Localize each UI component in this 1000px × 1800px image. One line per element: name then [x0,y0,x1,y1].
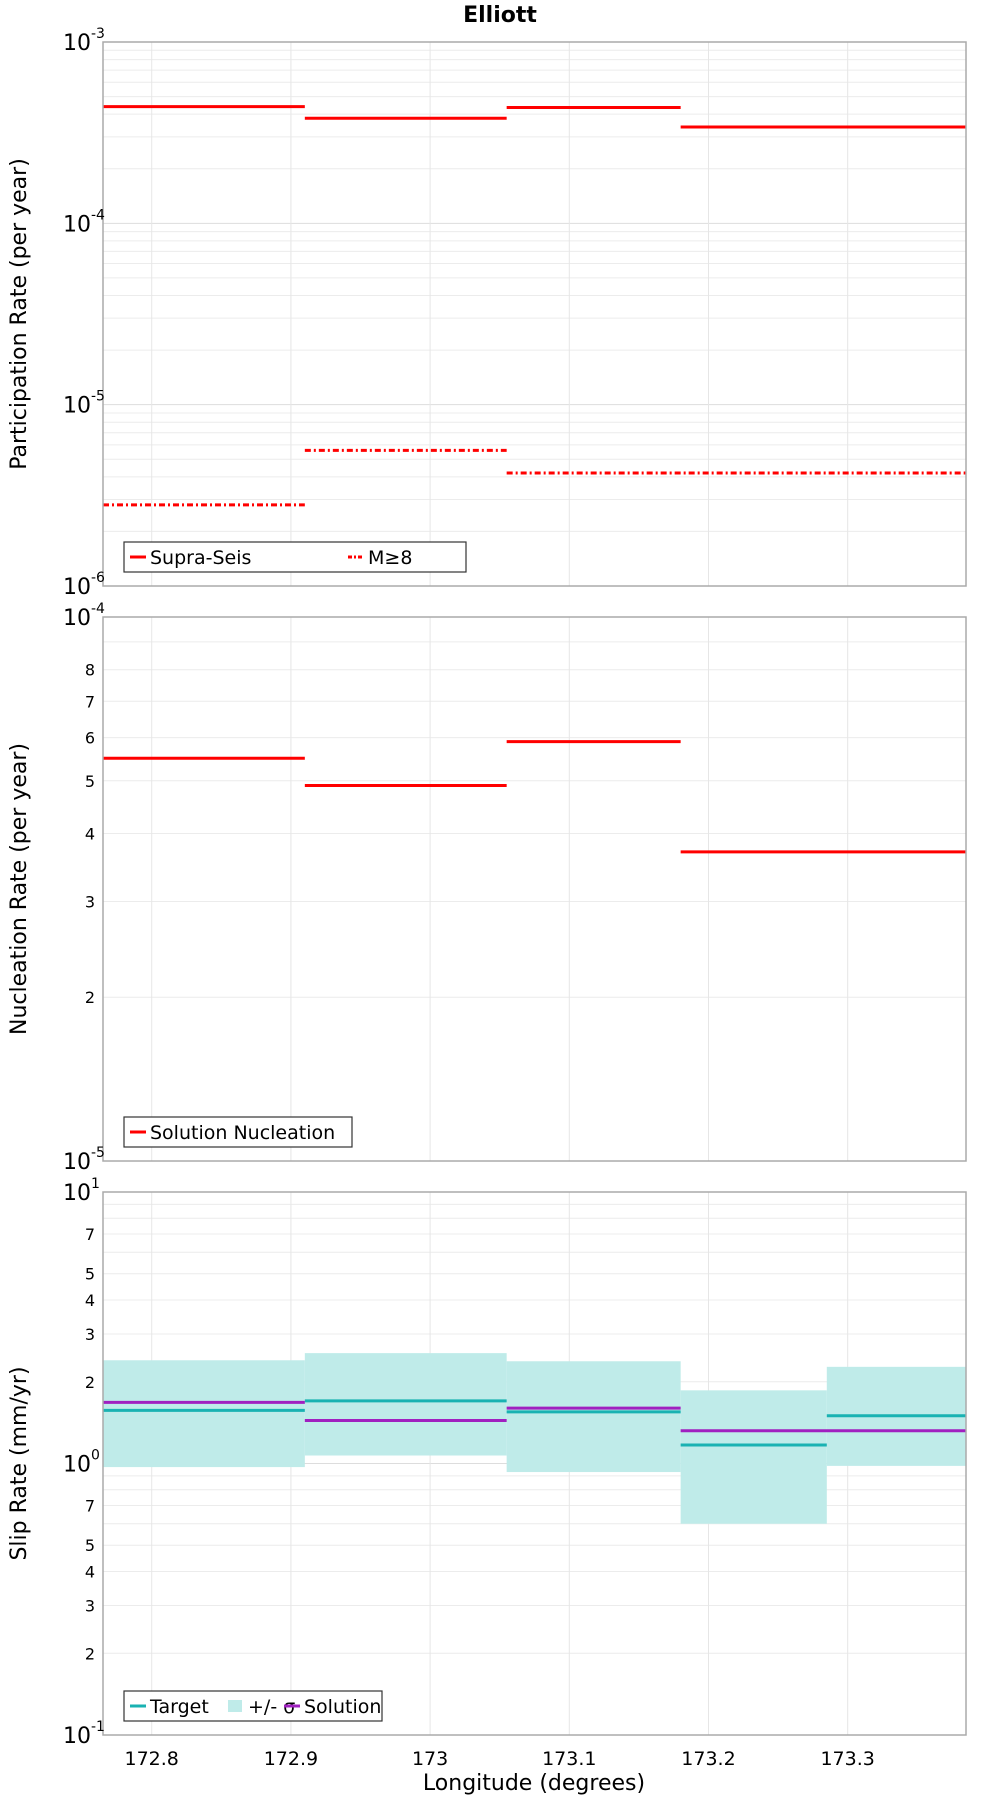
y-tick-exponent: -3 [91,26,105,42]
plot-frame [102,41,967,587]
legend: Supra-Seis M≥8 [123,541,467,573]
y-tick-label: 10 [63,1150,91,1175]
plot-area [103,42,966,586]
y-axis-title: Slip Rate (mm/yr) [7,1366,32,1560]
y-minor-tick-label: 8 [85,661,95,680]
y-tick-exponent: -5 [91,1145,105,1161]
y-tick-exponent: 0 [91,1448,100,1464]
sigma-band [506,1361,681,1473]
legend: Solution Nucleation [123,1116,353,1148]
y-tick-label: 10 [63,394,91,419]
x-axis-title: Longitude (degrees) [423,1771,645,1796]
y-tick-label: 10 [63,212,91,237]
y-tick-label: 10 [63,31,91,56]
plot-frame [102,616,967,1162]
sigma-band [103,1360,305,1468]
y-tick-exponent: -6 [91,570,105,586]
legend-label: Solution Nucleation [150,1122,335,1144]
x-tick-label: 173 [412,1748,448,1770]
legend-swatch [228,1700,242,1712]
y-tick-label: 10 [63,575,91,600]
x-tick-label: 173.2 [681,1748,735,1770]
y-axis-title: Participation Rate (per year) [7,158,32,470]
x-tick-label: 173.1 [542,1748,596,1770]
y-minor-tick-label: 7 [85,1497,95,1516]
legend-label: M≥8 [368,547,412,569]
legend-label: Solution [304,1696,381,1718]
legend: Target +/- σ Solution [123,1690,383,1722]
legend-label: +/- σ [248,1696,295,1718]
y-minor-tick-label: 4 [85,824,95,843]
y-minor-tick-label: 6 [85,729,95,748]
y-tick-label: 10 [63,606,91,631]
y-minor-tick-label: 5 [85,1265,95,1284]
y-tick-exponent: -4 [91,601,105,617]
y-tick-label: 10 [63,1181,91,1206]
y-minor-tick-label: 7 [85,1225,95,1244]
y-minor-tick-label: 3 [85,1596,95,1615]
x-tick-label: 173.3 [820,1748,874,1770]
y-minor-tick-label: 4 [85,1563,95,1582]
y-tick-exponent: 1 [91,1176,100,1192]
y-tick-label: 10 [63,1724,91,1749]
y-axis-title: Nucleation Rate (per year) [7,743,32,1035]
y-minor-tick-label: 7 [85,692,95,711]
legend-box [123,1690,383,1722]
x-tick-label: 172.9 [264,1748,318,1770]
y-tick-exponent: -1 [91,1719,105,1735]
y-tick-label: 10 [63,1453,91,1478]
y-minor-tick-label: 2 [85,988,95,1007]
y-minor-tick-label: 2 [85,1373,95,1392]
y-minor-tick-label: 4 [85,1291,95,1310]
plot-frame [102,1191,967,1736]
y-minor-tick-label: 2 [85,1644,95,1663]
sigma-band [680,1390,827,1524]
plot-area [103,617,966,1161]
y-tick-exponent: -4 [91,207,105,223]
legend-box [123,1116,353,1148]
legend-label: Supra-Seis [150,547,251,569]
y-tick-exponent: -5 [91,389,105,405]
y-minor-tick-label: 5 [85,772,95,791]
legend-box [123,541,467,573]
y-minor-tick-label: 3 [85,892,95,911]
y-minor-tick-label: 3 [85,1325,95,1344]
legend-label: Target [149,1696,209,1718]
y-minor-tick-label: 5 [85,1536,95,1555]
x-tick-label: 172.8 [125,1748,179,1770]
chart-title: Elliott [463,3,537,28]
sigma-band [304,1353,507,1456]
